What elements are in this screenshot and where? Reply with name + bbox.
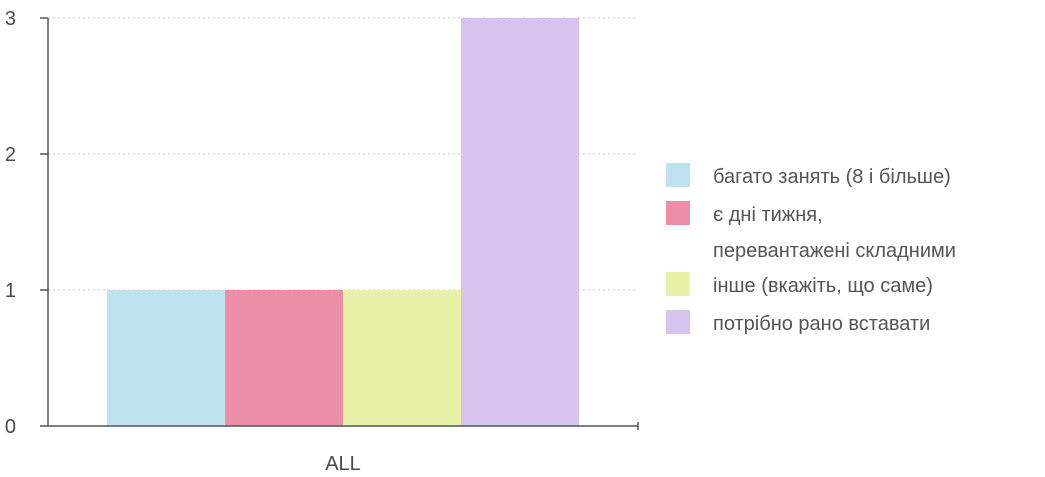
legend-label: є дні тижня, перевантажені складними: [713, 204, 956, 262]
axes: 0 1 2 3 ALL: [5, 8, 639, 475]
y-tick-label: 3: [5, 8, 16, 30]
bar: [107, 290, 225, 426]
bar: [461, 18, 579, 426]
bar: [225, 290, 343, 426]
legend-swatch: [666, 272, 690, 296]
y-tick-label: 1: [5, 280, 16, 302]
legend-label: багато занять (8 і більше): [713, 166, 951, 188]
bars: [107, 18, 579, 426]
y-tick-label: 2: [5, 144, 16, 166]
bar: [343, 290, 461, 426]
legend: багато занять (8 і більше) є дні тижня, пе…: [666, 163, 956, 335]
legend-swatch: [666, 310, 690, 334]
legend-label: інше (вкажіть, що саме): [713, 275, 933, 297]
legend-swatch: [666, 201, 690, 225]
y-tick-label: 0: [5, 416, 16, 438]
legend-swatch: [666, 163, 690, 187]
legend-label: потрібно рано вставати: [713, 313, 930, 335]
x-category-label: ALL: [325, 453, 361, 475]
